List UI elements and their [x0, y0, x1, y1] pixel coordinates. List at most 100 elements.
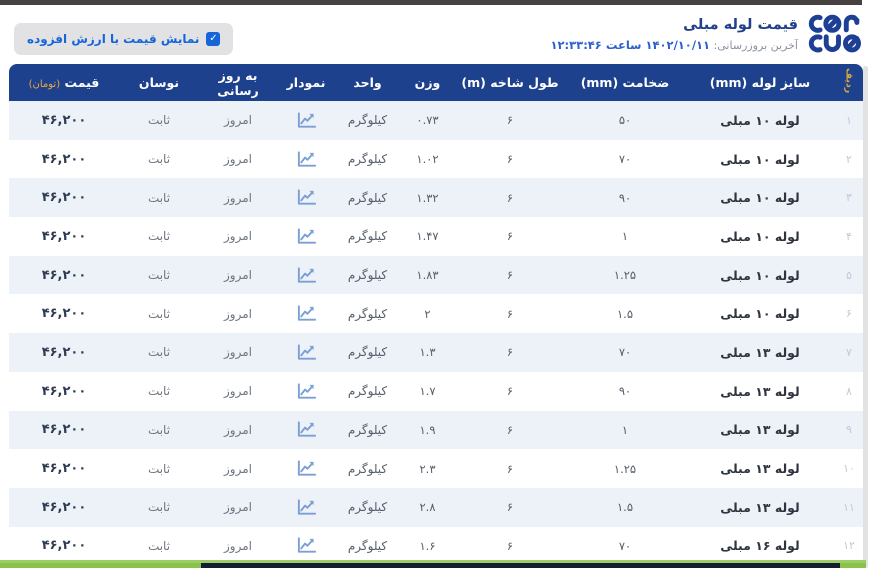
- updated-value: امروز: [224, 229, 252, 244]
- updated-value: امروز: [224, 384, 252, 399]
- price-value: ۴۶,۲۰۰: [41, 190, 87, 206]
- updated-value: امروز: [224, 152, 252, 167]
- updated-value: امروز: [224, 461, 252, 476]
- fluctuation-value: ثابت: [147, 229, 171, 244]
- weight-value: ۱.۷: [419, 384, 436, 399]
- chart-button[interactable]: [277, 111, 335, 130]
- table-row: ۱۱ لوله ۱۳ مبلی ۱.۵ ۶ ۲.۸ کیلوگرم امروز …: [9, 487, 863, 527]
- row-index: ۱: [846, 113, 852, 127]
- pipe-size-value: لوله ۱۰ مبلی: [720, 190, 800, 206]
- fluctuation-value: ثابت: [147, 345, 171, 360]
- bottom-strip-green-right: [840, 563, 866, 568]
- checkbox-checked-icon[interactable]: ✓: [206, 32, 221, 46]
- weight-value: ۲: [424, 306, 431, 321]
- chart-button[interactable]: [277, 343, 335, 362]
- row-index: ۶: [846, 307, 852, 321]
- pipe-size-value: لوله ۱۳ مبلی: [720, 499, 800, 515]
- column-header-weight: وزن: [414, 75, 441, 90]
- trend-chart-icon: [297, 499, 316, 515]
- unit-value: کیلوگرم: [347, 190, 388, 205]
- thickness-value: ۱.۲۵: [613, 268, 637, 283]
- fluctuation-value: ثابت: [147, 152, 171, 167]
- fluctuation-value: ثابت: [147, 384, 171, 399]
- chart-button[interactable]: [277, 150, 335, 169]
- chart-button[interactable]: [277, 227, 335, 246]
- thickness-value: ۵۰: [618, 113, 632, 128]
- updated-value: امروز: [224, 500, 252, 515]
- row-index: ۴: [846, 229, 852, 243]
- thickness-value: ۹۰: [618, 384, 632, 399]
- thickness-value: ۷۰: [618, 152, 632, 167]
- branch-length-value: ۶: [506, 345, 514, 360]
- titles: قیمت لوله مبلی آخرین بروزرسانی: ۱۴۰۲/۱۰/…: [551, 17, 798, 52]
- branch-length-value: ۶: [506, 113, 514, 128]
- pipe-size-value: لوله ۱۳ مبلی: [720, 461, 800, 477]
- row-index: ۲: [846, 152, 852, 166]
- unit-value: کیلوگرم: [347, 268, 388, 283]
- chart-button[interactable]: [277, 420, 335, 439]
- updated-value: امروز: [224, 268, 252, 283]
- unit-value: کیلوگرم: [347, 345, 388, 360]
- branch-length-value: ۶: [506, 422, 514, 437]
- chart-button[interactable]: [277, 382, 335, 401]
- column-header-updated: به روز رسانی: [217, 67, 259, 98]
- price-value: ۴۶,۲۰۰: [41, 422, 87, 438]
- table-row: ۴ لوله ۱۰ مبلی ۱ ۶ ۱.۴۷ کیلوگرم امروز ثا…: [9, 217, 863, 256]
- price-value: ۴۶,۲۰۰: [41, 383, 87, 399]
- weight-value: ۱.۰۲: [416, 152, 439, 167]
- unit-value: کیلوگرم: [347, 500, 388, 515]
- last-update-label: آخرین بروزرسانی:: [713, 38, 798, 52]
- window-top-edge: [0, 0, 862, 5]
- chart-button[interactable]: [277, 266, 335, 285]
- pipe-size-value: لوله ۱۳ مبلی: [720, 422, 800, 438]
- table-row: ۵ لوله ۱۰ مبلی ۱.۲۵ ۶ ۱.۸۳ کیلوگرم امروز…: [9, 255, 863, 295]
- scrollbar[interactable]: [863, 66, 868, 568]
- bottom-strip-green-left: [0, 563, 201, 568]
- row-index: ۱۰: [843, 462, 855, 476]
- row-index: ۱۱: [843, 500, 855, 514]
- column-header-row: ردیف: [843, 68, 855, 94]
- table-row: ۷ لوله ۱۳ مبلی ۷۰ ۶ ۱.۳ کیلوگرم امروز ثا…: [9, 333, 863, 372]
- column-header-thickness: ضخامت (mm): [580, 75, 670, 90]
- thickness-value: ۷۰: [618, 345, 632, 360]
- branch-length-value: ۶: [506, 306, 514, 321]
- table-row: ۳ لوله ۱۰ مبلی ۹۰ ۶ ۱.۳۲ کیلوگرم امروز ث…: [9, 178, 863, 218]
- weight-value: ۲.۳: [419, 461, 436, 476]
- price-value: ۴۶,۲۰۰: [41, 151, 87, 167]
- weight-value: ۱.۹: [419, 422, 436, 437]
- fluctuation-value: ثابت: [147, 190, 171, 205]
- row-index: ۹: [846, 423, 852, 437]
- fluctuation-value: ثابت: [147, 306, 171, 321]
- trend-chart-icon: [297, 228, 316, 244]
- last-update-value: ۱۴۰۲/۱۰/۱۱ ساعت ۱۲:۳۳:۴۶: [550, 37, 711, 52]
- price-unit-tag: (تومان): [28, 79, 61, 90]
- pipe-size-value: لوله ۱۳ مبلی: [720, 344, 800, 360]
- column-header-unit: واحد: [353, 75, 382, 90]
- fluctuation-value: ثابت: [147, 461, 171, 476]
- chart-button[interactable]: [277, 459, 335, 478]
- row-index: ۵: [846, 268, 852, 282]
- chart-button[interactable]: [277, 498, 335, 517]
- trend-chart-icon: [297, 150, 316, 167]
- chart-button[interactable]: [277, 304, 335, 323]
- unit-value: کیلوگرم: [347, 306, 388, 321]
- updated-value: امروز: [224, 190, 252, 205]
- last-update: آخرین بروزرسانی: ۱۴۰۲/۱۰/۱۱ ساعت ۱۲:۳۳:۴…: [551, 38, 798, 52]
- weight-value: ۱.۳: [419, 345, 436, 360]
- price-table: ردیف سایز لوله (mm) ضخامت (mm) طول شاخه …: [9, 64, 863, 565]
- weight-value: ۱.۶: [419, 538, 436, 553]
- branch-length-value: ۶: [506, 500, 514, 515]
- unit-value: کیلوگرم: [347, 538, 388, 553]
- thickness-value: ۱.۲۵: [613, 461, 637, 476]
- column-header-length: طول شاخه (m): [461, 75, 559, 90]
- chart-button[interactable]: [277, 536, 335, 555]
- trend-chart-icon: [297, 460, 316, 476]
- vat-toggle[interactable]: ✓ نمایش قیمت با ارزش افزوده: [14, 23, 234, 55]
- pipe-size-value: لوله ۱۰ مبلی: [720, 306, 800, 322]
- chart-button[interactable]: [277, 188, 335, 207]
- brand: قیمت لوله مبلی آخرین بروزرسانی: ۱۴۰۲/۱۰/…: [551, 12, 861, 56]
- branch-length-value: ۶: [506, 384, 514, 399]
- price-value: ۴۶,۲۰۰: [41, 499, 87, 515]
- unit-value: کیلوگرم: [347, 113, 388, 128]
- thickness-value: ۱.۵: [616, 500, 633, 515]
